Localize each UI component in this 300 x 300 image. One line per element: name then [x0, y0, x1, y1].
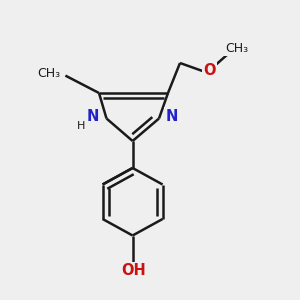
Text: CH₃: CH₃	[37, 67, 61, 80]
Text: CH₃: CH₃	[225, 41, 248, 55]
Text: H: H	[77, 121, 85, 131]
Text: O: O	[203, 63, 216, 78]
Text: N: N	[87, 109, 99, 124]
Text: OH: OH	[122, 263, 146, 278]
Text: N: N	[165, 109, 178, 124]
